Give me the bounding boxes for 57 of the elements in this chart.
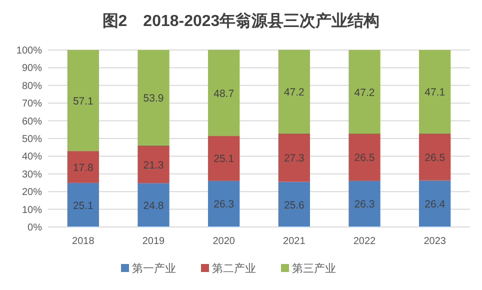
y-tick-label: 0% (28, 222, 42, 234)
y-tick-label: 40% (22, 152, 42, 163)
data-label: 47.2 (354, 86, 375, 99)
bar (67, 182, 99, 227)
legend-label: 第一产业 (132, 262, 176, 275)
x-tick-label: 2020 (212, 236, 236, 247)
bar (419, 133, 451, 180)
legend-label: 第二产业 (212, 262, 256, 275)
data-label: 24.8 (143, 200, 164, 212)
legend-label: 第三产业 (292, 262, 336, 275)
y-tick-label: 30% (22, 169, 42, 180)
data-label: 57.1 (72, 96, 94, 108)
data-label: 25.6 (284, 199, 305, 212)
data-label: 25.1 (72, 200, 94, 212)
y-tick-label: 20% (22, 187, 42, 198)
bar (208, 180, 240, 227)
y-tick-label: 10% (22, 204, 42, 216)
y-tick-label: 90% (22, 63, 42, 74)
bar (278, 50, 310, 134)
x-tick-label: 2021 (283, 236, 306, 247)
data-label: 26.5 (424, 152, 446, 164)
bar (348, 180, 380, 227)
data-label: 21.3 (143, 159, 164, 172)
data-label: 47.2 (284, 86, 305, 99)
x-tick-label: 2023 (424, 236, 446, 247)
data-label: 17.8 (72, 162, 94, 174)
bar (348, 50, 380, 134)
bar (67, 151, 99, 183)
bar (348, 134, 380, 180)
bar (208, 136, 240, 180)
data-label: 47.1 (424, 86, 446, 99)
data-label: 26.4 (424, 198, 446, 211)
bar (67, 50, 99, 152)
data-label: 26.3 (214, 198, 234, 211)
bar (278, 133, 310, 182)
data-label: 26.5 (354, 152, 375, 164)
y-tick-label: 70% (22, 98, 42, 110)
chart-title: 图2 2018-2023年翁源县三次产业结构 (102, 12, 380, 30)
data-label: 25.1 (214, 153, 234, 166)
y-tick-label: 100% (16, 46, 42, 56)
x-tick-label: 2018 (72, 236, 95, 247)
data-label: 26.3 (354, 198, 375, 211)
bar (138, 145, 170, 184)
bar (138, 183, 170, 227)
bar (419, 50, 451, 134)
x-tick-label: 2022 (353, 236, 376, 247)
y-tick-label: 50% (22, 134, 42, 145)
bar (419, 180, 451, 227)
bar (138, 50, 170, 146)
data-label: 53.9 (143, 92, 164, 105)
y-tick-label: 80% (22, 80, 42, 92)
bar (278, 182, 310, 227)
y-tick-label: 60% (22, 116, 42, 128)
x-tick-label: 2019 (142, 236, 166, 247)
data-label: 48.7 (214, 88, 234, 100)
bar (208, 50, 240, 136)
data-label: 27.3 (284, 152, 305, 165)
